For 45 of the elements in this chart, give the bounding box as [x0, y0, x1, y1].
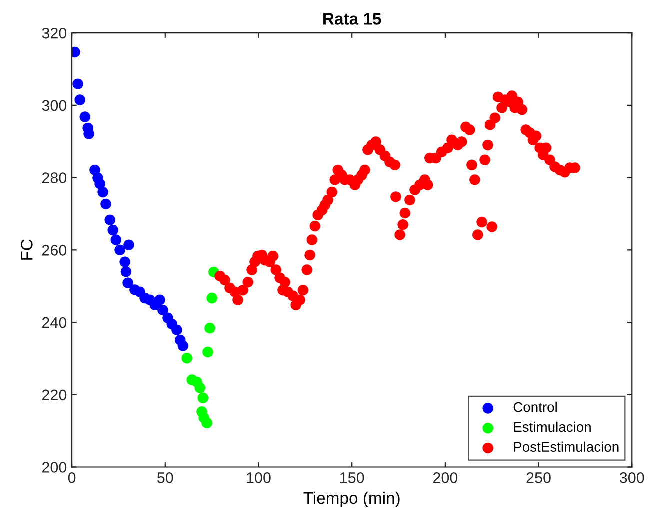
point: [94, 178, 106, 190]
x-tick-label: 100: [247, 472, 271, 484]
y-tick-label: 320: [42, 28, 67, 39]
point: [124, 240, 134, 250]
y-tick-label: 240: [42, 317, 67, 328]
point: [158, 304, 168, 316]
legend-label: Estimulacion: [514, 422, 591, 432]
y-axis-title: FC: [21, 240, 33, 260]
point: [120, 266, 132, 278]
x-tick-label: 50: [158, 472, 174, 484]
point: [202, 346, 214, 358]
point: [198, 392, 208, 404]
x-tick-label: 300: [620, 472, 644, 484]
point: [182, 352, 192, 364]
point: [172, 324, 182, 336]
x-tick-label: 250: [526, 472, 551, 484]
point: [74, 94, 86, 106]
point: [98, 186, 108, 198]
x-tick-label: 150: [340, 472, 364, 484]
point: [108, 224, 118, 236]
point: [206, 292, 218, 304]
point: [114, 244, 126, 256]
point: [110, 234, 122, 246]
point: [104, 214, 116, 226]
x-tick-label: 0: [68, 472, 76, 484]
y-tick-label: 300: [42, 100, 67, 112]
point: [202, 418, 212, 428]
point: [72, 78, 84, 90]
point: [122, 278, 134, 288]
legend-label: PostEstimulacion: [514, 442, 619, 452]
point: [80, 112, 90, 122]
x-tick-label: 200: [433, 472, 458, 484]
legend-label: Control: [514, 402, 557, 412]
point: [154, 294, 166, 306]
point: [194, 382, 206, 394]
point: [204, 322, 216, 334]
y-tick-label: 200: [42, 462, 67, 473]
point: [178, 340, 189, 352]
chart-title: Rata 15: [324, 13, 382, 25]
y-tick-label: 220: [42, 390, 67, 401]
y-tick-label: 260: [42, 245, 67, 256]
point: [120, 256, 130, 268]
x-axis-title: Tiempo (min): [304, 492, 400, 508]
y-tick-label: 280: [42, 172, 67, 184]
point: [100, 198, 112, 210]
